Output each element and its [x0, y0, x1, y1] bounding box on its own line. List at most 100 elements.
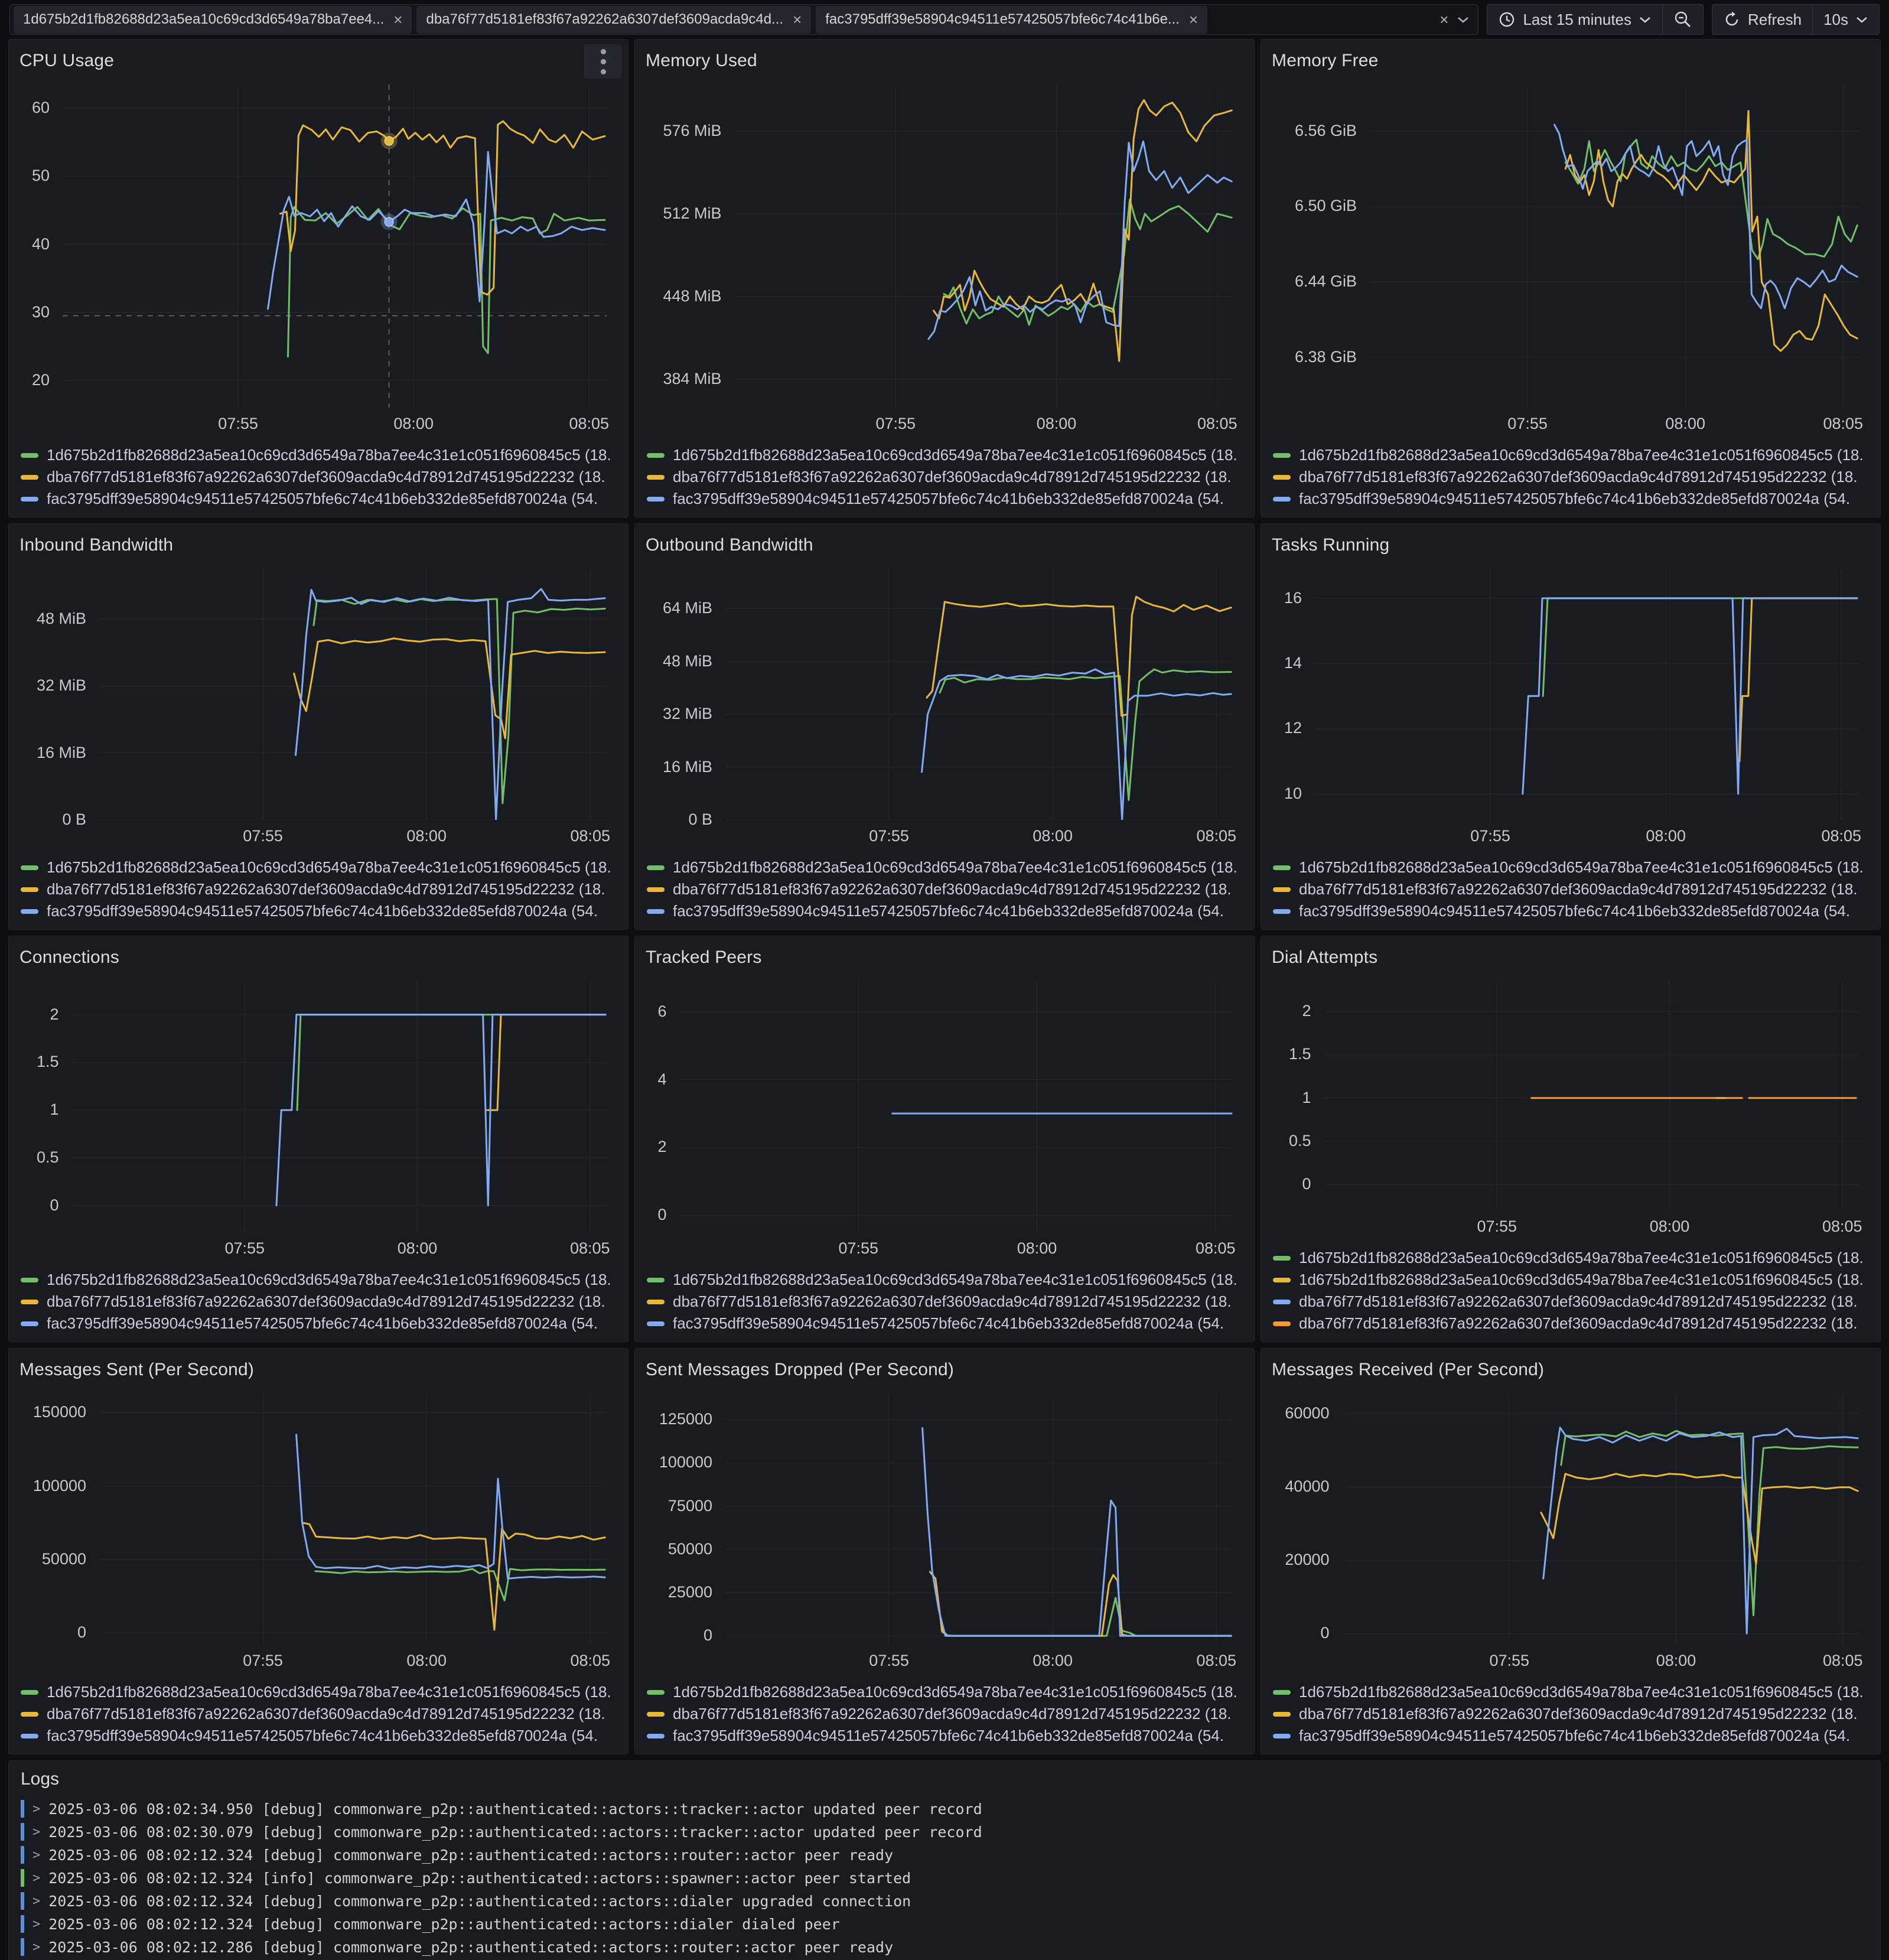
legend-item[interactable]: fac3795dff39e58904c94511e57425057bfe6c74… — [1273, 1725, 1868, 1747]
plot-region[interactable] — [1315, 569, 1859, 820]
chart-svg[interactable] — [1315, 569, 1859, 820]
chart-svg[interactable] — [679, 981, 1233, 1232]
legend-item[interactable]: 1d675b2d1fb82688d23a5ea10c69cd3d6549a78b… — [647, 1681, 1242, 1703]
time-range-picker[interactable]: Last 15 minutes — [1487, 4, 1663, 35]
legend-item[interactable]: dba76f77d5181ef83f67a92262a6307def3609ac… — [1273, 1291, 1868, 1313]
plot-region[interactable] — [99, 569, 607, 821]
legend-item[interactable]: dba76f77d5181ef83f67a92262a6307def3609ac… — [647, 878, 1242, 900]
panel-title[interactable]: Connections — [19, 948, 119, 967]
log-expand-icon[interactable]: > — [32, 1916, 41, 1932]
legend-item[interactable]: fac3795dff39e58904c94511e57425057bfe6c74… — [21, 900, 616, 922]
legend-item[interactable]: dba76f77d5181ef83f67a92262a6307def3609ac… — [21, 1291, 616, 1313]
legend-item[interactable]: fac3795dff39e58904c94511e57425057bfe6c74… — [647, 1725, 1242, 1747]
legend-item[interactable]: 1d675b2d1fb82688d23a5ea10c69cd3d6549a78b… — [21, 1269, 616, 1291]
legend-item[interactable]: fac3795dff39e58904c94511e57425057bfe6c74… — [647, 1313, 1242, 1334]
log-row[interactable]: >2025-03-06 08:02:30.079 [debug] commonw… — [21, 1823, 1868, 1841]
chart-svg[interactable] — [1342, 1394, 1859, 1645]
legend-item[interactable]: 1d675b2d1fb82688d23a5ea10c69cd3d6549a78b… — [647, 1269, 1242, 1291]
plot-region[interactable] — [1370, 84, 1859, 408]
legend-item[interactable]: 1d675b2d1fb82688d23a5ea10c69cd3d6549a78b… — [21, 444, 616, 466]
plot-region[interactable] — [99, 1394, 607, 1645]
remove-filter-icon[interactable]: × — [793, 10, 802, 28]
chart-svg[interactable] — [99, 569, 607, 821]
log-row[interactable]: >2025-03-06 08:02:12.286 [debug] commonw… — [21, 1938, 1868, 1956]
plot-region[interactable] — [734, 84, 1233, 408]
refresh-interval-select[interactable]: 10s — [1813, 4, 1880, 35]
log-row[interactable]: >2025-03-06 08:02:12.324 [info] commonwa… — [21, 1869, 1868, 1887]
legend-item[interactable]: dba76f77d5181ef83f67a92262a6307def3609ac… — [21, 1703, 616, 1725]
legend-item[interactable]: fac3795dff39e58904c94511e57425057bfe6c74… — [647, 900, 1242, 922]
legend-item[interactable]: 1d675b2d1fb82688d23a5ea10c69cd3d6549a78b… — [647, 444, 1242, 466]
log-row[interactable]: >2025-03-06 08:02:34.950 [debug] commonw… — [21, 1800, 1868, 1818]
panel-title[interactable]: Inbound Bandwidth — [19, 535, 174, 555]
clear-filters-icon[interactable]: × — [1439, 10, 1449, 28]
legend-item[interactable]: dba76f77d5181ef83f67a92262a6307def3609ac… — [647, 1703, 1242, 1725]
legend-item[interactable]: 1d675b2d1fb82688d23a5ea10c69cd3d6549a78b… — [1273, 1269, 1868, 1291]
log-expand-icon[interactable]: > — [32, 1939, 41, 1955]
plot-region[interactable] — [1342, 1394, 1859, 1645]
legend-item[interactable]: dba76f77d5181ef83f67a92262a6307def3609ac… — [647, 1291, 1242, 1313]
filter-tag[interactable]: 1d675b2d1fb82688d23a5ea10c69cd3d6549a78b… — [14, 5, 412, 34]
chart-svg[interactable] — [63, 84, 607, 408]
log-row[interactable]: >2025-03-06 08:02:12.324 [debug] commonw… — [21, 1892, 1868, 1910]
chart-svg[interactable] — [99, 1394, 607, 1645]
log-expand-icon[interactable]: > — [32, 1847, 41, 1863]
panel-title[interactable]: Memory Free — [1272, 51, 1379, 70]
legend-item[interactable]: 1d675b2d1fb82688d23a5ea10c69cd3d6549a78b… — [21, 1681, 616, 1703]
legend-item[interactable]: dba76f77d5181ef83f67a92262a6307def3609ac… — [21, 878, 616, 900]
legend-item[interactable]: fac3795dff39e58904c94511e57425057bfe6c74… — [21, 488, 616, 510]
panel-title[interactable]: Tasks Running — [1272, 535, 1390, 555]
legend-item[interactable]: dba76f77d5181ef83f67a92262a6307def3609ac… — [1273, 1703, 1868, 1725]
plot-region[interactable] — [725, 1394, 1233, 1645]
panel-title[interactable]: Messages Sent (Per Second) — [19, 1360, 255, 1379]
panel-menu-button[interactable] — [584, 44, 622, 79]
legend-item[interactable]: dba76f77d5181ef83f67a92262a6307def3609ac… — [647, 466, 1242, 488]
plot-region[interactable] — [71, 981, 607, 1232]
plot-region[interactable] — [1324, 981, 1859, 1210]
plot-region[interactable] — [679, 981, 1233, 1232]
panel-title[interactable]: Outbound Bandwidth — [646, 535, 813, 555]
remove-filter-icon[interactable]: × — [393, 10, 403, 28]
chart-svg[interactable] — [725, 569, 1233, 821]
chart-svg[interactable] — [1370, 84, 1859, 408]
filter-dropdown-chevron-icon[interactable] — [1457, 15, 1470, 24]
legend-item[interactable]: dba76f77d5181ef83f67a92262a6307def3609ac… — [1273, 878, 1868, 900]
plot-region[interactable] — [725, 569, 1233, 821]
log-expand-icon[interactable]: > — [32, 1870, 41, 1886]
chart-svg[interactable] — [1324, 981, 1859, 1210]
log-row[interactable]: >2025-03-06 08:02:12.324 [debug] commonw… — [21, 1915, 1868, 1933]
panel-title[interactable]: Sent Messages Dropped (Per Second) — [646, 1360, 955, 1379]
log-expand-icon[interactable]: > — [32, 1824, 41, 1839]
panel-title[interactable]: CPU Usage — [19, 51, 115, 70]
zoom-out-button[interactable] — [1663, 4, 1704, 35]
log-row[interactable]: >2025-03-06 08:02:12.324 [debug] commonw… — [21, 1846, 1868, 1864]
panel-title[interactable]: Dial Attempts — [1272, 948, 1378, 967]
chart-svg[interactable] — [71, 981, 607, 1232]
legend-item[interactable]: 1d675b2d1fb82688d23a5ea10c69cd3d6549a78b… — [647, 857, 1242, 878]
legend-item[interactable]: 1d675b2d1fb82688d23a5ea10c69cd3d6549a78b… — [1273, 1681, 1868, 1703]
legend-item[interactable]: fac3795dff39e58904c94511e57425057bfe6c74… — [1273, 488, 1868, 510]
legend-item[interactable]: 1d675b2d1fb82688d23a5ea10c69cd3d6549a78b… — [1273, 444, 1868, 466]
legend-item[interactable]: fac3795dff39e58904c94511e57425057bfe6c74… — [21, 1313, 616, 1334]
panel-title[interactable]: Messages Received (Per Second) — [1272, 1360, 1545, 1379]
log-expand-icon[interactable]: > — [32, 1801, 41, 1816]
refresh-button[interactable]: Refresh — [1712, 4, 1813, 35]
legend-item[interactable]: 1d675b2d1fb82688d23a5ea10c69cd3d6549a78b… — [1273, 857, 1868, 878]
legend-item[interactable]: 1d675b2d1fb82688d23a5ea10c69cd3d6549a78b… — [1273, 1247, 1868, 1269]
plot-region[interactable] — [63, 84, 607, 408]
legend-item[interactable]: fac3795dff39e58904c94511e57425057bfe6c74… — [647, 488, 1242, 510]
chart-svg[interactable] — [734, 84, 1233, 408]
legend-item[interactable]: dba76f77d5181ef83f67a92262a6307def3609ac… — [1273, 466, 1868, 488]
panel-title[interactable]: Memory Used — [646, 51, 757, 70]
panel-title[interactable]: Tracked Peers — [646, 948, 762, 967]
legend-item[interactable]: dba76f77d5181ef83f67a92262a6307def3609ac… — [21, 466, 616, 488]
filter-tag[interactable]: fac3795dff39e58904c94511e57425057bfe6c74… — [816, 5, 1208, 34]
log-expand-icon[interactable]: > — [32, 1893, 41, 1909]
chart-svg[interactable] — [725, 1394, 1233, 1645]
legend-item[interactable]: dba76f77d5181ef83f67a92262a6307def3609ac… — [1273, 1313, 1868, 1334]
legend-item[interactable]: fac3795dff39e58904c94511e57425057bfe6c74… — [1273, 900, 1868, 922]
legend-item[interactable]: fac3795dff39e58904c94511e57425057bfe6c74… — [21, 1725, 616, 1747]
filter-tag[interactable]: dba76f77d5181ef83f67a92262a6307def3609ac… — [416, 5, 812, 34]
adhoc-filter-box[interactable]: 1d675b2d1fb82688d23a5ea10c69cd3d6549a78b… — [9, 4, 1479, 35]
legend-item[interactable]: 1d675b2d1fb82688d23a5ea10c69cd3d6549a78b… — [21, 857, 616, 878]
